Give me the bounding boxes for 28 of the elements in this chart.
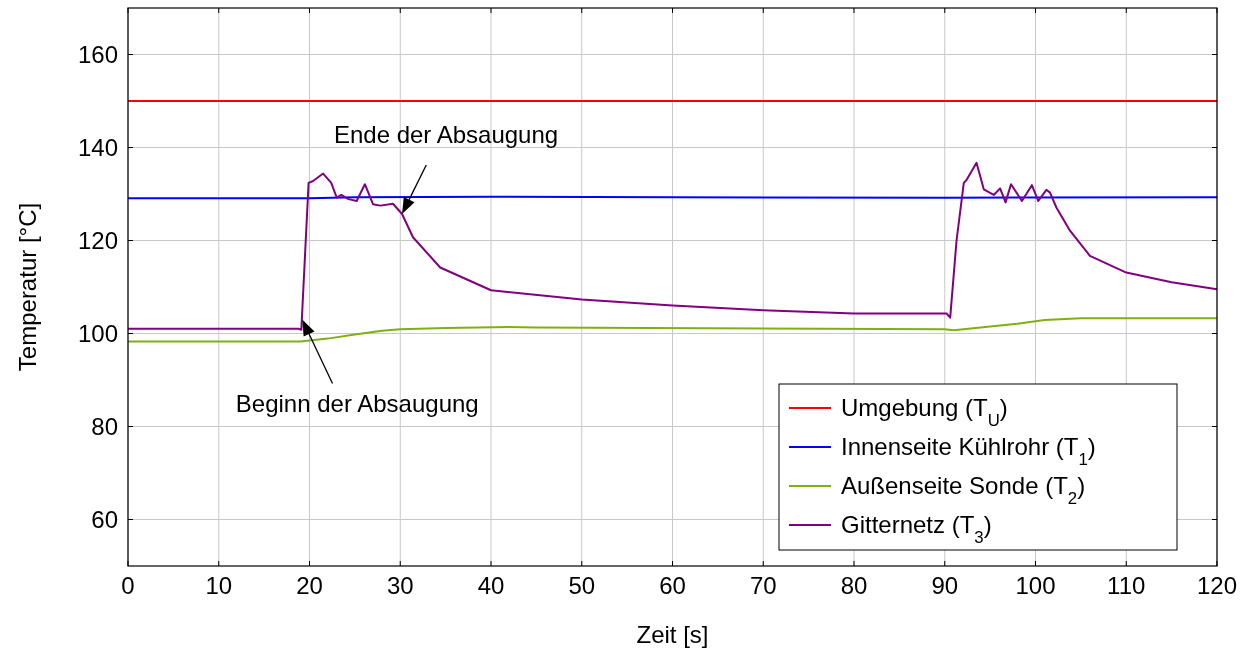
x-tick-label: 10 [205, 572, 233, 599]
y-tick-label: 160 [77, 40, 118, 68]
x-tick-label: 60 [659, 572, 686, 599]
x-tick-label: 110 [1107, 572, 1146, 599]
x-tick-label: 100 [1015, 572, 1056, 599]
x-tick-label: 30 [386, 572, 414, 599]
y-tick-label: 140 [77, 133, 118, 161]
legend-label: Außenseite Sonde (T$_{2}$) [841, 472, 1086, 508]
x-tick-label: 20 [296, 572, 323, 599]
legend-label: Umgebung (T$_{U}$) [841, 394, 1008, 430]
x-tick-label: 50 [568, 572, 596, 599]
legend-label: Gitternetz (T$_{3}$) [841, 511, 992, 547]
y-tick-label: 60 [91, 505, 118, 533]
x-tick-label: 40 [477, 572, 505, 599]
y-tick-label: 80 [91, 412, 118, 440]
x-axis-title: Zeit [s] [636, 621, 709, 648]
x-tick-label: 120 [1196, 572, 1238, 599]
x-tick-label: 80 [840, 572, 868, 599]
annotation: Beginn der Absaugung [235, 389, 479, 417]
y-tick-label: 120 [77, 226, 118, 254]
annotation: Ende der Absaugung [333, 120, 559, 148]
x-tick-label: 70 [749, 572, 777, 599]
line-series [127, 317, 1218, 343]
y-axis-title: Temperatur [°C] [14, 202, 41, 372]
x-tick-label: 90 [931, 572, 959, 599]
y-tick-label: 100 [77, 319, 118, 347]
x-tick-label: 0 [121, 572, 135, 599]
legend-label: Innenseite Kühlrohr (T$_{1}$) [841, 433, 1096, 469]
